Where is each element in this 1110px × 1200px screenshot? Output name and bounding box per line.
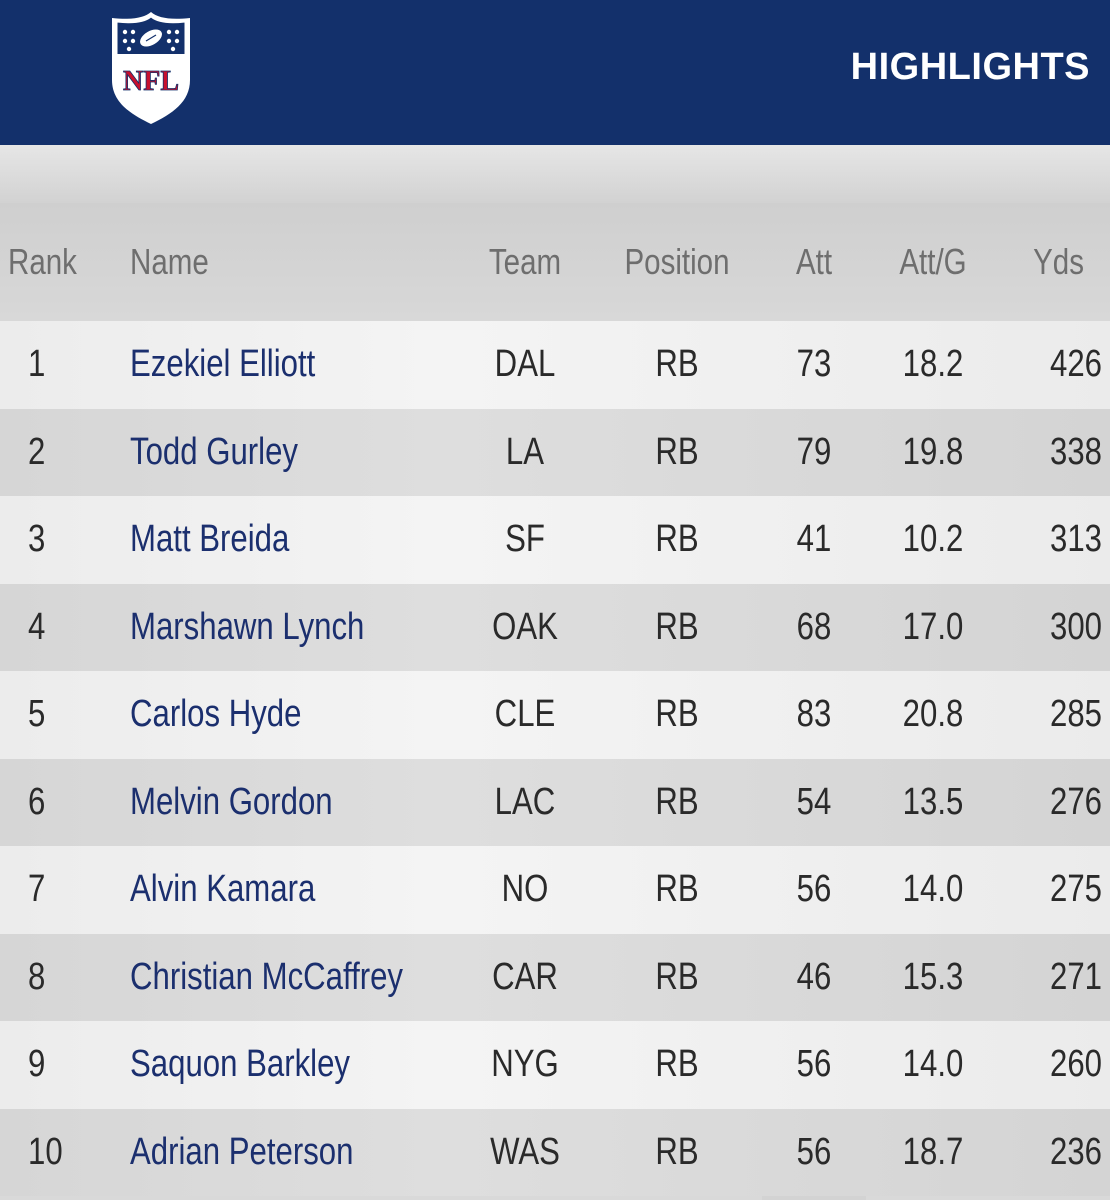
att-cell: 56	[796, 868, 832, 911]
column-header-att[interactable]: Att	[795, 241, 833, 282]
player-name-link[interactable]: Todd Gurley	[130, 430, 299, 473]
att-g-cell: 13.5	[902, 780, 964, 823]
column-header-yds[interactable]: Yds	[1033, 241, 1084, 282]
player-name-link[interactable]: Alvin Kamara	[130, 868, 316, 911]
yds-cell: 426	[1050, 343, 1102, 386]
rank-cell: 7	[28, 868, 46, 911]
team-cell: OAK	[492, 605, 558, 648]
player-name-link[interactable]: Christian McCaffrey	[130, 955, 404, 998]
column-header-rank[interactable]: Rank	[8, 241, 77, 282]
nfl-shield-logo-icon[interactable]: NFL	[106, 10, 196, 126]
position-cell: RB	[655, 518, 699, 561]
rank-cell: 8	[28, 955, 46, 998]
rushing-leaders-table: Rank Name Team Position Att Att/G Yds 1 …	[0, 203, 1110, 1196]
att-g-cell: 18.2	[902, 343, 964, 386]
yds-cell: 236	[1050, 1130, 1102, 1173]
rank-cell: 3	[28, 518, 46, 561]
table-header-row: Rank Name Team Position Att Att/G Yds	[0, 203, 1110, 321]
position-cell: RB	[655, 693, 699, 736]
table-row[interactable]: 7 Alvin Kamara NO RB 56 14.0 275	[0, 846, 1110, 934]
table-row[interactable]: 1 Ezekiel Elliott DAL RB 73 18.2 426	[0, 321, 1110, 409]
yds-cell: 313	[1050, 518, 1102, 561]
team-cell: WAS	[490, 1130, 560, 1173]
yds-cell: 275	[1050, 868, 1102, 911]
table-row[interactable]: 2 Todd Gurley LA RB 79 19.8 338	[0, 408, 1110, 496]
position-cell: RB	[655, 955, 699, 998]
att-cell: 56	[796, 1130, 832, 1173]
team-cell: LA	[505, 430, 545, 473]
player-name-link[interactable]: Carlos Hyde	[130, 693, 302, 736]
player-name-link[interactable]: Marshawn Lynch	[130, 605, 365, 648]
table-row[interactable]: 8 Christian McCaffrey CAR RB 46 15.3 271	[0, 933, 1110, 1021]
position-cell: RB	[655, 430, 699, 473]
team-cell: SF	[505, 518, 545, 561]
yds-cell: 260	[1050, 1043, 1102, 1086]
att-cell: 41	[796, 518, 832, 561]
att-cell: 54	[796, 780, 832, 823]
position-cell: RB	[655, 868, 699, 911]
rank-cell: 6	[28, 780, 46, 823]
table-row[interactable]: 10 Adrian Peterson WAS RB 56 18.7 236	[0, 1108, 1110, 1196]
rank-cell: 4	[28, 605, 46, 648]
header-band	[0, 145, 1110, 203]
att-cell: 68	[796, 605, 832, 648]
team-cell: DAL	[494, 343, 556, 386]
att-cell: 83	[796, 693, 832, 736]
att-g-cell: 20.8	[902, 693, 964, 736]
rank-cell: 9	[28, 1043, 46, 1086]
att-cell: 56	[796, 1043, 832, 1086]
rank-cell: 10	[28, 1130, 63, 1173]
att-g-cell: 14.0	[902, 1043, 964, 1086]
table-row[interactable]: 5 Carlos Hyde CLE RB 83 20.8 285	[0, 671, 1110, 759]
att-g-cell: 15.3	[902, 955, 964, 998]
player-name-link[interactable]: Saquon Barkley	[130, 1043, 351, 1086]
player-name-link[interactable]: Melvin Gordon	[130, 780, 333, 823]
att-cell: 73	[796, 343, 832, 386]
rank-cell: 2	[28, 430, 46, 473]
team-cell: CAR	[492, 955, 558, 998]
table-row[interactable]: 9 Saquon Barkley NYG RB 56 14.0 260	[0, 1021, 1110, 1109]
player-name-link[interactable]: Ezekiel Elliott	[130, 343, 316, 386]
att-g-cell: 14.0	[902, 868, 964, 911]
position-cell: RB	[655, 780, 699, 823]
position-cell: RB	[655, 605, 699, 648]
player-name-link[interactable]: Adrian Peterson	[130, 1130, 354, 1173]
table-row[interactable]: 3 Matt Breida SF RB 41 10.2 313	[0, 496, 1110, 584]
team-cell: CLE	[494, 693, 556, 736]
app-header: NFL HIGHLIGHTS	[0, 0, 1110, 145]
team-cell: NYG	[491, 1043, 559, 1086]
position-cell: RB	[655, 343, 699, 386]
yds-cell: 300	[1050, 605, 1102, 648]
player-name-link[interactable]: Matt Breida	[130, 518, 290, 561]
column-header-att-g[interactable]: Att/G	[899, 241, 967, 282]
column-header-team[interactable]: Team	[488, 241, 562, 282]
yds-cell: 338	[1050, 430, 1102, 473]
att-g-cell: 19.8	[902, 430, 964, 473]
att-g-cell: 18.7	[902, 1130, 964, 1173]
yds-cell: 271	[1050, 955, 1102, 998]
position-cell: RB	[655, 1130, 699, 1173]
rank-cell: 5	[28, 693, 46, 736]
header-title[interactable]: HIGHLIGHTS	[850, 46, 1090, 88]
team-cell: NO	[501, 868, 549, 911]
att-g-cell: 10.2	[902, 518, 964, 561]
rank-cell: 1	[28, 343, 46, 386]
nfl-logo-text: NFL	[123, 66, 179, 97]
table-row[interactable]: 6 Melvin Gordon LAC RB 54 13.5 276	[0, 758, 1110, 846]
column-header-name[interactable]: Name	[130, 241, 209, 282]
team-cell: LAC	[494, 780, 556, 823]
att-cell: 46	[796, 955, 832, 998]
att-g-cell: 17.0	[902, 605, 964, 648]
yds-cell: 276	[1050, 780, 1102, 823]
yds-cell: 285	[1050, 693, 1102, 736]
att-cell: 79	[796, 430, 832, 473]
table-row[interactable]: 4 Marshawn Lynch OAK RB 68 17.0 300	[0, 583, 1110, 671]
position-cell: RB	[655, 1043, 699, 1086]
column-header-position[interactable]: Position	[624, 241, 730, 282]
